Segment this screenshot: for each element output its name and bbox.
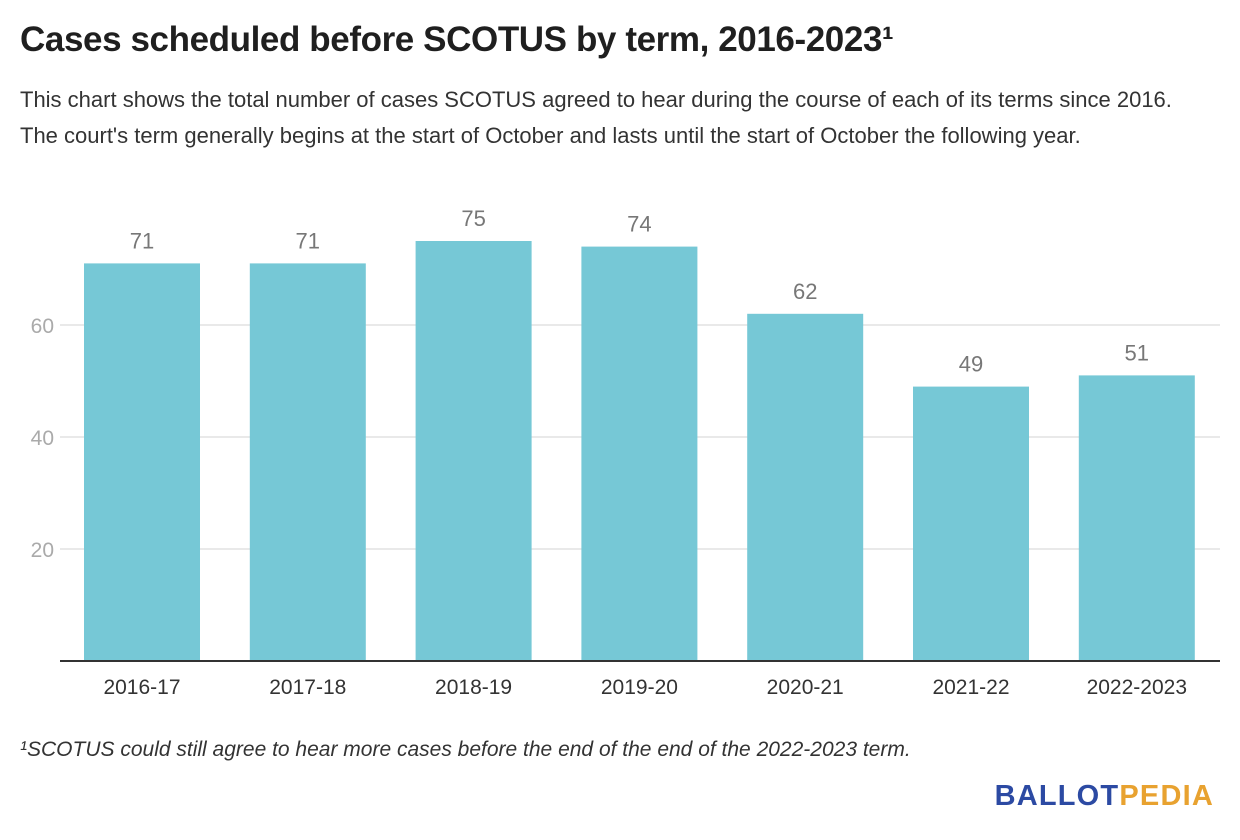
data-label: 75 [461,206,485,231]
y-axis: 20 40 60 [31,315,54,562]
bar [1078,375,1195,661]
logo-text-pedia: PEDIA [1119,780,1214,812]
ballotpedia-logo: BALLOTPEDIA [995,780,1214,813]
y-tick-label: 40 [31,427,54,450]
bar [415,241,532,661]
chart-title: Cases scheduled before SCOTUS by term, 2… [20,20,894,59]
bars [84,241,1195,661]
chart-subtitle: This chart shows the total number of cas… [20,87,1172,148]
x-tick-label: 2017-18 [269,676,346,699]
data-label: 51 [1125,340,1149,365]
data-labels: 71 71 75 74 62 49 51 [130,206,1149,377]
bar [913,386,1029,661]
x-tick-label: 2016-17 [103,676,180,699]
x-axis: 2016-17 2017-18 2018-19 2019-20 2020-21 2021-… [60,660,1220,699]
data-label: 74 [627,212,651,237]
x-tick-label: 2018-19 [435,676,512,699]
x-tick-label: 2021-22 [932,676,1009,699]
footnote: ¹SCOTUS could still agree to hear more c… [20,738,911,761]
bar [84,263,200,661]
data-label: 71 [130,228,154,253]
bar [747,313,864,661]
data-label: 49 [959,352,983,377]
bar [249,263,366,661]
y-tick-label: 20 [31,539,54,562]
x-tick-label: 2020-21 [767,676,844,699]
y-tick-label: 60 [31,315,54,338]
logo-text-ballot: BALLOT [994,780,1120,812]
data-label: 62 [793,279,817,304]
x-tick-label: 2022-2023 [1087,676,1187,699]
bar [581,246,698,661]
x-tick-label: 2019-20 [601,676,678,699]
data-label: 71 [296,228,320,253]
